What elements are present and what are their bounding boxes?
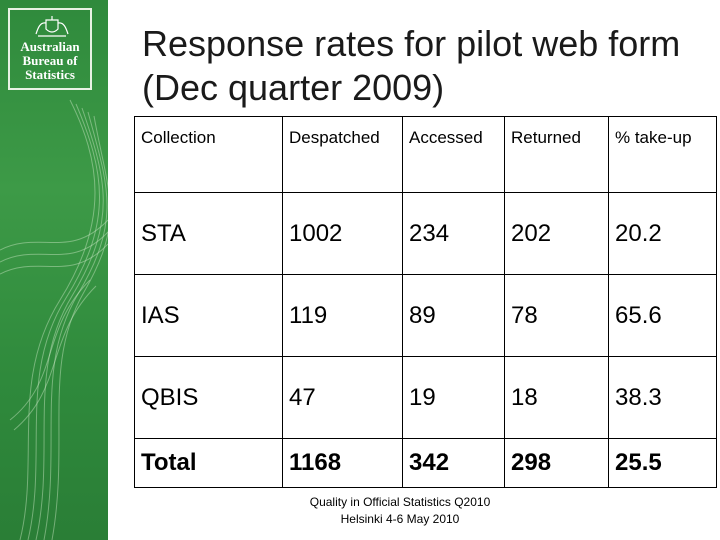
cell-returned: 202 <box>504 192 609 275</box>
total-take-up: 25.5 <box>608 438 717 488</box>
total-despatched: 1168 <box>282 438 403 488</box>
table-row: IAS 119 89 78 65.6 <box>134 274 717 357</box>
total-returned: 298 <box>504 438 609 488</box>
total-accessed: 342 <box>402 438 505 488</box>
cell-accessed: 19 <box>402 356 505 439</box>
coat-of-arms-icon <box>35 16 69 37</box>
cell-take-up: 65.6 <box>608 274 717 357</box>
header-collection: Collection <box>134 116 283 193</box>
table-row: STA 1002 234 202 20.2 <box>134 192 717 275</box>
table-header-row: Collection Despatched Accessed Returned … <box>134 116 717 193</box>
footer-line2: Helsinki 4-6 May 2010 <box>340 512 460 526</box>
cell-despatched: 119 <box>282 274 403 357</box>
cell-accessed: 89 <box>402 274 505 357</box>
cell-despatched: 1002 <box>282 192 403 275</box>
cell-returned: 18 <box>504 356 609 439</box>
decorative-waves <box>0 99 108 540</box>
cell-take-up: 38.3 <box>608 356 717 439</box>
abs-logo: Australian Bureau of Statistics <box>8 8 92 90</box>
header-take-up: % take-up <box>608 116 717 193</box>
logo-text-line1: Australian <box>20 39 80 54</box>
footer-line1: Quality in Official Statistics Q2010 <box>309 495 491 509</box>
cell-collection: IAS <box>134 274 283 357</box>
table-total-row: Total 1168 342 298 25.5 <box>134 438 717 488</box>
page-title: Response rates for pilot web form (Dec q… <box>142 23 681 108</box>
header-accessed: Accessed <box>402 116 505 193</box>
response-rates-table: Collection Despatched Accessed Returned … <box>134 116 717 488</box>
table-row: QBIS 47 19 18 38.3 <box>134 356 717 439</box>
header-returned: Returned <box>504 116 609 193</box>
logo-text-line3: Statistics <box>25 67 75 82</box>
cell-despatched: 47 <box>282 356 403 439</box>
sidebar-panel: Australian Bureau of Statistics <box>0 0 108 540</box>
cell-take-up: 20.2 <box>608 192 717 275</box>
total-label: Total <box>134 438 283 488</box>
cell-returned: 78 <box>504 274 609 357</box>
header-despatched: Despatched <box>282 116 403 193</box>
cell-collection: QBIS <box>134 356 283 439</box>
slide-footer: Quality in Official Statistics Q2010 Hel… <box>260 494 540 528</box>
cell-collection: STA <box>134 192 283 275</box>
logo-text-line2: Bureau of <box>22 53 78 68</box>
cell-accessed: 234 <box>402 192 505 275</box>
